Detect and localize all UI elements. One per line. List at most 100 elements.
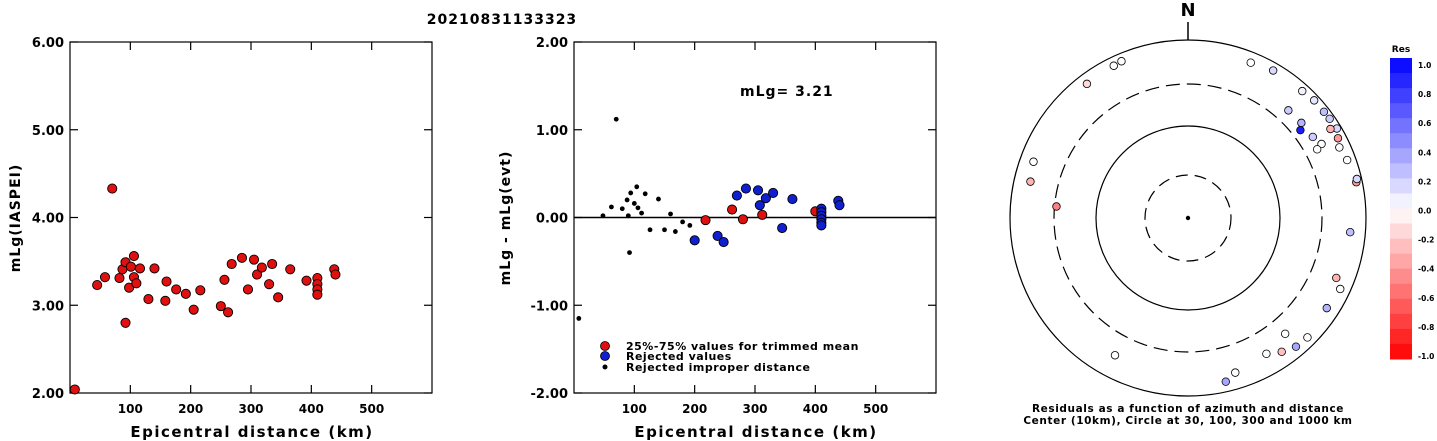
- legend-marker-improper: [602, 364, 608, 370]
- colorbar-cell: [1390, 223, 1412, 240]
- colorbar-cell: [1390, 58, 1412, 74]
- data-point: [727, 204, 738, 215]
- legend-label-trimmed: 25%-75% values for trimmed mean: [626, 340, 859, 353]
- station-point: [1052, 202, 1061, 211]
- colorbar-cell: [1390, 238, 1412, 255]
- colorbar-cell: [1390, 118, 1412, 134]
- data-point: [672, 229, 678, 234]
- station-point: [1322, 303, 1331, 313]
- colorbar-cell: [1390, 163, 1412, 179]
- data-point: [330, 269, 341, 280]
- data-point: [120, 317, 131, 328]
- station-point: [1352, 174, 1362, 184]
- legend-marker-rejected: [600, 351, 610, 361]
- ring-300km: [1053, 83, 1323, 353]
- data-point: [624, 197, 630, 203]
- data-point: [777, 222, 788, 234]
- station-point: [1029, 157, 1038, 166]
- epicenter-dot: [1185, 215, 1191, 221]
- colorbar-cell: [1390, 343, 1412, 360]
- y-tick-label: 0.00: [536, 212, 568, 227]
- data-point: [712, 230, 723, 241]
- data-point: [161, 276, 172, 287]
- data-point: [757, 209, 768, 220]
- data-point: [69, 384, 80, 395]
- station-point: [1296, 125, 1305, 135]
- station-point: [1312, 145, 1322, 154]
- data-point: [107, 183, 118, 194]
- colorbar-tick-label: 0.0: [1418, 207, 1431, 216]
- data-point: [251, 269, 263, 280]
- data-point: [124, 282, 135, 293]
- data-point: [631, 201, 637, 206]
- station-point: [1268, 66, 1278, 75]
- legend-label-rejected: Rejected values: [626, 350, 732, 363]
- x-tick-label: 100: [622, 402, 647, 416]
- station-point: [1325, 114, 1334, 124]
- mlg-annotation: mLg= 3.21: [740, 84, 834, 100]
- colorbar-tick-label: -0.6: [1418, 294, 1434, 303]
- station-point: [1319, 107, 1329, 117]
- data-point: [737, 214, 748, 225]
- station-point: [1336, 284, 1345, 294]
- x-tick-label: 300: [742, 402, 767, 416]
- y-tick-label: -1.00: [531, 299, 568, 314]
- colorbar-cell: [1390, 298, 1412, 315]
- data-point: [223, 307, 234, 318]
- data-point: [625, 213, 631, 219]
- x-tick-label: 400: [299, 402, 324, 416]
- colorbar-tick-label: 0.4: [1418, 148, 1431, 157]
- station-point: [1026, 177, 1035, 186]
- data-point: [256, 262, 267, 273]
- data-point: [787, 194, 798, 205]
- colorbar-title: Res: [1392, 45, 1410, 55]
- x-tick-label: 100: [118, 402, 143, 416]
- station-point: [1117, 57, 1126, 66]
- data-point: [731, 190, 742, 201]
- colorbar-cell: [1390, 268, 1412, 285]
- data-point: [273, 292, 284, 303]
- station-point: [1332, 273, 1341, 283]
- x-tick-label: 200: [682, 402, 707, 416]
- data-point: [114, 272, 125, 284]
- colorbar-labels: 1.0 0.8 0.6 0.4 0.2 0.0 -0.2 -0.4 -0.6 -0.8 -1.0: [1418, 61, 1434, 361]
- data-point: [301, 275, 312, 286]
- ring-100km: [1095, 125, 1281, 311]
- station-point: [1262, 349, 1271, 359]
- y-tick-label: 6.00: [32, 36, 64, 51]
- y-tick-label: 1.00: [536, 124, 568, 139]
- data-point: [131, 278, 142, 289]
- residual-colorbar: Res 1.0 0.8 0.6 0.4 0.2 0.0 -0.2 -0.4 -0.6 -0.8 -1…: [1390, 45, 1434, 361]
- data-point: [628, 190, 634, 196]
- station-point: [1291, 342, 1301, 351]
- data-point: [656, 196, 661, 202]
- station-point: [1280, 329, 1290, 339]
- data-point: [312, 289, 323, 300]
- data-point: [576, 316, 582, 321]
- data-point: [634, 184, 640, 190]
- colorbar-tick-label: -0.4: [1418, 265, 1434, 274]
- x-tick-label: 400: [803, 402, 828, 416]
- y-tick-label: 3.00: [32, 299, 64, 314]
- y-axis-label: mLg(IASPEI): [8, 164, 24, 273]
- colorbar-cell: [1390, 253, 1412, 270]
- data-point: [219, 274, 230, 285]
- colorbar-cells: [1390, 58, 1412, 360]
- data-point: [226, 258, 237, 270]
- data-point: [285, 264, 296, 275]
- y-axis-label: mLg - mLg(evt): [498, 151, 514, 286]
- colorbar-tick-label: -1.0: [1418, 352, 1434, 361]
- station-point: [1309, 96, 1319, 105]
- polar-caption-line2: Center (10km), Circle at 30, 100, 300 an…: [1023, 415, 1352, 427]
- data-point: [92, 280, 103, 291]
- station-point: [1221, 377, 1230, 386]
- station-point: [1335, 143, 1344, 152]
- data-point: [754, 200, 765, 211]
- station-point: [1284, 106, 1293, 115]
- colorbar-cell: [1390, 73, 1412, 89]
- data-point: [236, 252, 247, 263]
- data-point: [613, 116, 619, 122]
- y-tick-label: 5.00: [32, 124, 64, 139]
- colorbar-cell: [1390, 313, 1412, 330]
